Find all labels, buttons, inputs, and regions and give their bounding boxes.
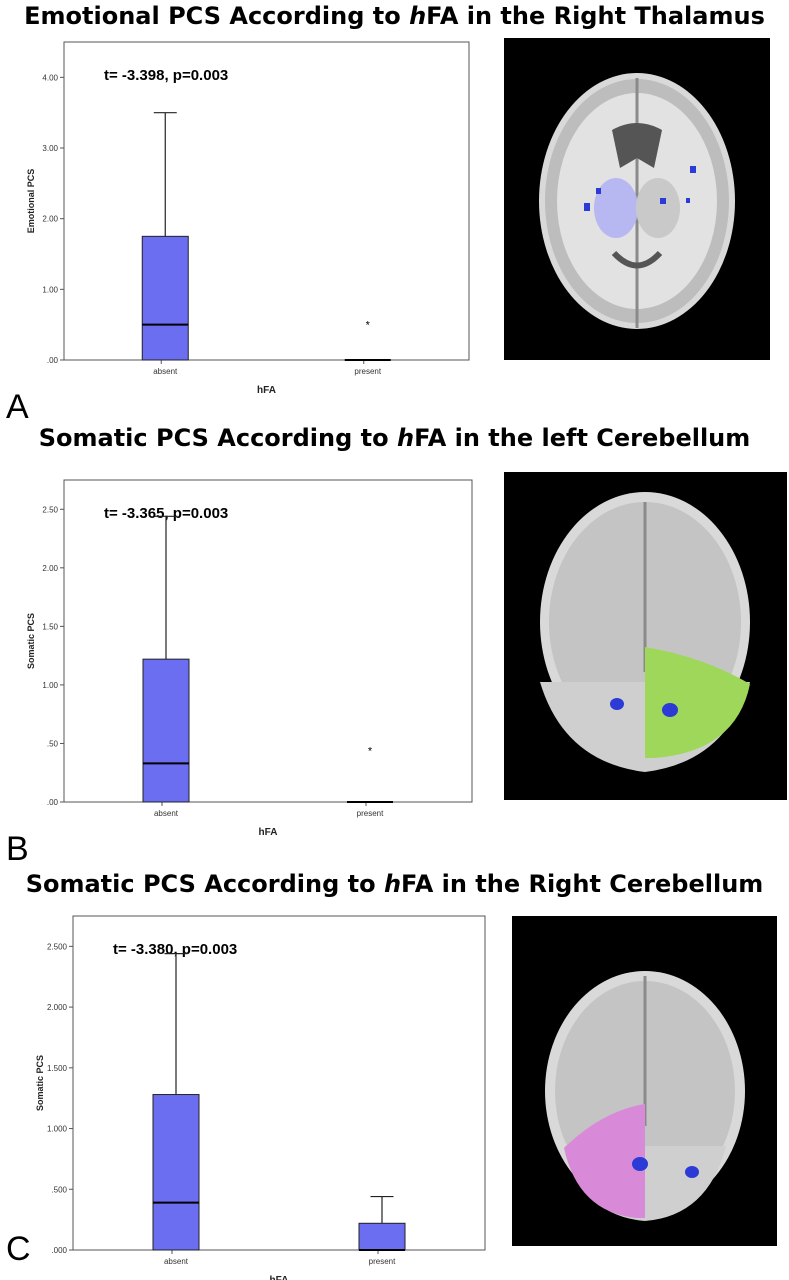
box-iqr: [141, 235, 189, 361]
x-axis-label: hFA: [270, 1275, 289, 1280]
y-tick-label: 2.500: [47, 942, 68, 951]
panel-b-boxplot: t= -3.365, p=0.003 .00 .50 1.00 1.50 2.00 2.50…: [26, 479, 473, 838]
y-tick-label: 1.50: [42, 622, 58, 631]
y-tick-label: 1.500: [47, 1064, 68, 1073]
y-tick-label: 2.50: [42, 505, 58, 514]
title-text: FA in the Right Cerebellum: [401, 870, 764, 898]
y-tick-label: 1.00: [42, 285, 58, 294]
y-tick-label: 2.00: [42, 215, 58, 224]
axial-brain-icon: [539, 73, 735, 329]
title-text: Somatic PCS According to: [25, 870, 384, 898]
panel-b-title: Somatic PCS According to hFA in the left…: [0, 424, 789, 452]
x-tick-label: present: [369, 1257, 396, 1266]
box-iqr: [358, 1222, 406, 1251]
y-axis-label: Emotional PCS: [26, 169, 36, 234]
title-text: Emotional PCS According to: [24, 2, 410, 30]
panel-b-brain-image: [504, 472, 787, 800]
plot-frame: [72, 915, 486, 1251]
outlier-point: *: [368, 745, 373, 757]
panel-c-title: Somatic PCS According to hFA in the Righ…: [0, 870, 789, 898]
title-text: FA in the left Cerebellum: [414, 424, 751, 452]
panel-a-title: Emotional PCS According to hFA in the Ri…: [0, 2, 789, 30]
panel-a-boxplot: t= -3.398, p=0.003 .00 1.00 2.00 3.00 4.00 Emo…: [26, 41, 470, 396]
box-iqr: [152, 1094, 200, 1251]
x-tick-label: absent: [153, 367, 178, 376]
panel-c-boxplot: t= -3.380, p=0.003 .000 .500 1.000 1.500 2.00…: [35, 915, 486, 1280]
y-tick-label: .000: [51, 1246, 67, 1255]
panel-c-brain-image: [512, 916, 777, 1246]
x-axis-label: hFA: [257, 385, 276, 396]
title-text: Somatic PCS According to: [38, 424, 397, 452]
y-tick-label: 1.00: [42, 681, 58, 690]
stat-annotation: t= -3.398, p=0.003: [104, 67, 228, 84]
coronal-brain-icon: [540, 492, 750, 772]
y-tick-label: 1.000: [47, 1125, 68, 1134]
y-axis-label: Somatic PCS: [26, 613, 36, 669]
y-tick-label: .00: [47, 798, 59, 807]
title-text: FA in the Right Thalamus: [426, 2, 765, 30]
x-tick-label: present: [357, 809, 384, 818]
panel-b-letter: B: [6, 830, 29, 868]
plot-frame: [63, 479, 473, 803]
title-italic: h: [396, 424, 415, 452]
y-tick-label: .500: [51, 1185, 67, 1194]
title-italic: h: [409, 2, 427, 30]
plot-frame: [63, 41, 470, 361]
y-tick-label: .00: [47, 356, 59, 365]
x-tick-label: absent: [164, 1257, 189, 1266]
y-tick-label: 4.00: [42, 73, 58, 82]
coronal-brain-icon: [545, 971, 745, 1221]
y-axis-label: Somatic PCS: [35, 1055, 45, 1111]
x-tick-label: present: [354, 367, 381, 376]
y-tick-label: .50: [47, 739, 59, 748]
stat-annotation: t= -3.380, p=0.003: [113, 941, 237, 958]
x-tick-label: absent: [154, 809, 179, 818]
outlier-point: *: [366, 320, 371, 332]
x-axis-label: hFA: [259, 827, 278, 838]
stat-annotation: t= -3.365, p=0.003: [104, 505, 228, 522]
panel-a-brain-image: [504, 38, 770, 360]
panel-c-letter: C: [6, 1230, 31, 1268]
panel-a-letter: A: [6, 388, 29, 426]
y-tick-label: 3.00: [42, 144, 58, 153]
y-tick-label: 2.00: [42, 564, 58, 573]
box-iqr: [142, 658, 190, 803]
title-italic: h: [383, 870, 402, 898]
y-tick-label: 2.000: [47, 1003, 68, 1012]
